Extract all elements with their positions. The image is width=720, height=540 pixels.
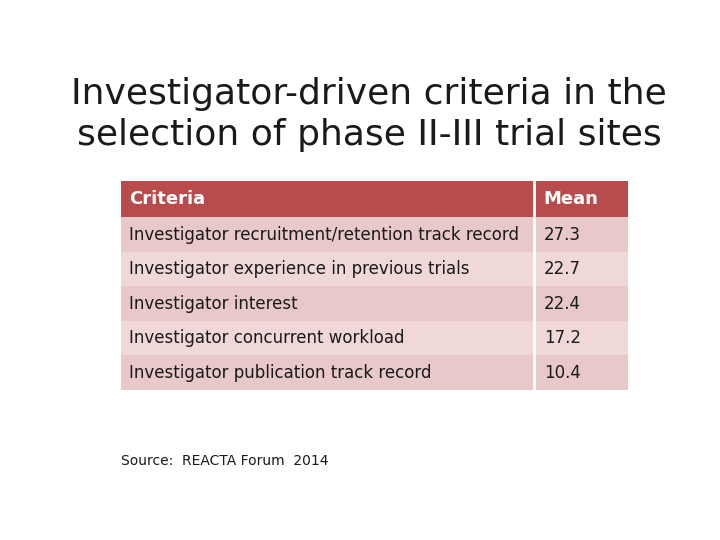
Text: 10.4: 10.4 [544, 364, 580, 382]
Bar [121, 252, 629, 286]
Text: Criteria: Criteria [129, 190, 205, 208]
Bar [121, 355, 629, 390]
Bar [121, 321, 629, 355]
Bar [121, 218, 629, 252]
Bar [121, 286, 629, 321]
Text: 17.2: 17.2 [544, 329, 580, 347]
Text: Investigator experience in previous trials: Investigator experience in previous tria… [129, 260, 469, 278]
Text: Investigator interest: Investigator interest [129, 295, 297, 313]
Text: 22.7: 22.7 [544, 260, 580, 278]
Text: Source:  REACTA Forum  2014: Source: REACTA Forum 2014 [121, 454, 328, 468]
Text: Mean: Mean [544, 190, 598, 208]
Text: Investigator recruitment/retention track record: Investigator recruitment/retention track… [129, 226, 519, 244]
Text: Investigator publication track record: Investigator publication track record [129, 364, 431, 382]
Text: 22.4: 22.4 [544, 295, 580, 313]
Bar [121, 181, 629, 218]
Text: 27.3: 27.3 [544, 226, 580, 244]
Text: Investigator concurrent workload: Investigator concurrent workload [129, 329, 405, 347]
Text: Investigator-driven criteria in the
selection of phase II-III trial sites: Investigator-driven criteria in the sele… [71, 77, 667, 152]
